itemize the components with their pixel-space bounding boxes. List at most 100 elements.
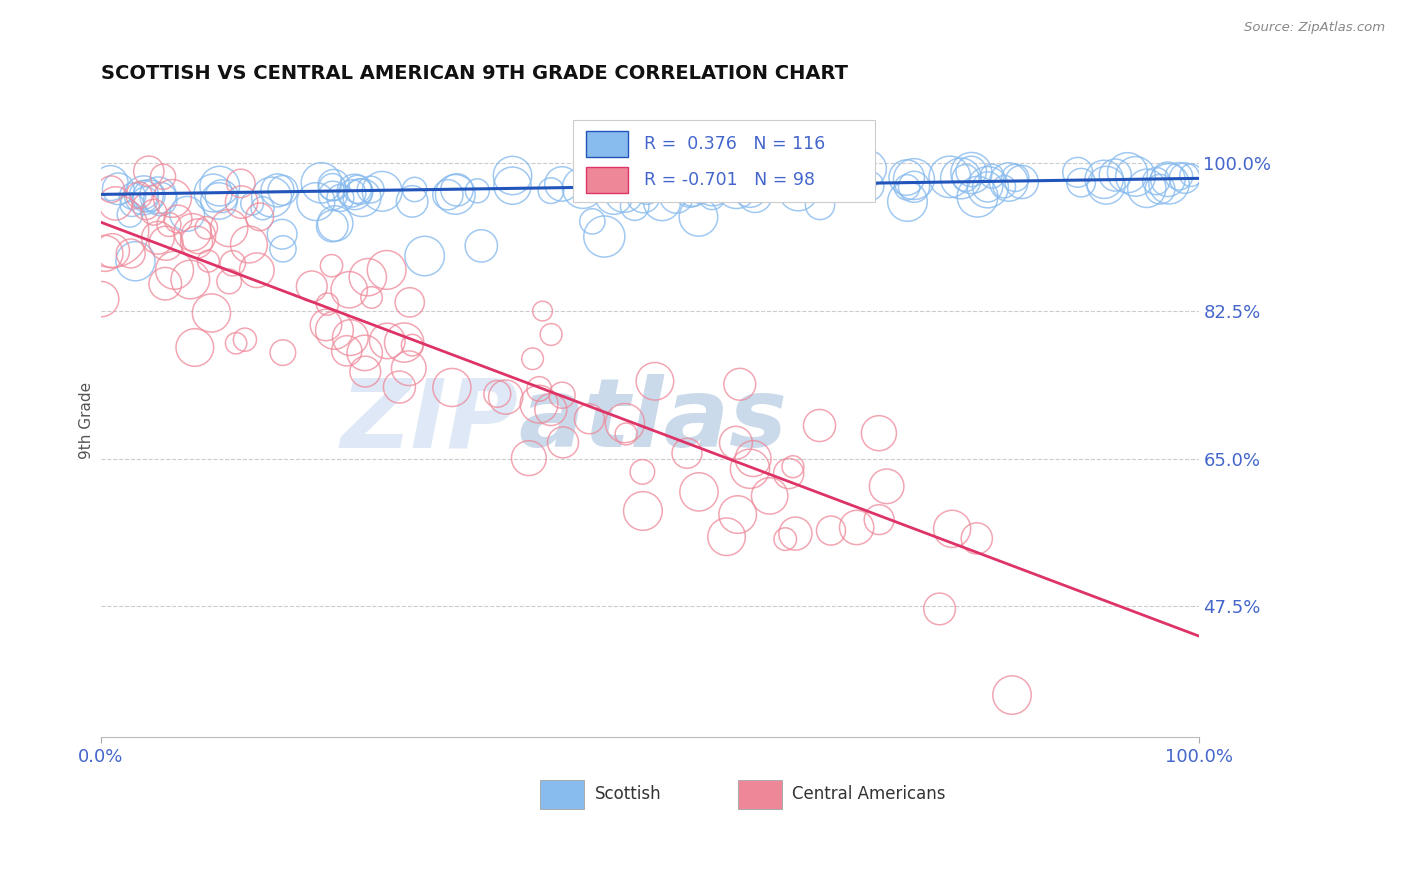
Point [966, 190, 988, 204]
Point [1136, 181, 1159, 195]
Point [785, 526, 807, 541]
Point [413, 249, 436, 263]
Point [444, 187, 467, 202]
Point [266, 183, 288, 197]
Point [540, 327, 562, 342]
Point [437, 187, 460, 202]
Point [155, 277, 177, 291]
Point [339, 330, 361, 344]
Point [1092, 172, 1115, 186]
Point [401, 338, 423, 352]
Point [340, 186, 363, 201]
Point [727, 508, 749, 522]
Point [652, 179, 675, 194]
Point [808, 198, 831, 212]
Point [121, 189, 143, 203]
Point [184, 341, 207, 355]
Point [856, 161, 879, 176]
Point [240, 196, 263, 211]
Point [94, 246, 117, 260]
Point [725, 181, 748, 195]
Point [1116, 166, 1139, 180]
Point [960, 164, 983, 178]
Point [700, 190, 723, 204]
Point [527, 397, 550, 411]
Point [522, 351, 544, 366]
Point [682, 182, 704, 196]
Point [167, 212, 190, 227]
Point [938, 169, 960, 184]
Point [551, 435, 574, 450]
Text: SCOTTISH VS CENTRAL AMERICAN 9TH GRADE CORRELATION CHART: SCOTTISH VS CENTRAL AMERICAN 9TH GRADE C… [101, 64, 848, 83]
Point [337, 283, 360, 297]
Point [740, 182, 762, 196]
Point [360, 182, 382, 196]
Point [613, 416, 636, 430]
Point [155, 236, 177, 251]
Point [392, 335, 415, 350]
Text: ZIP: ZIP [340, 374, 517, 467]
Point [350, 191, 373, 205]
Point [336, 343, 359, 358]
Point [187, 229, 209, 244]
Point [744, 188, 766, 202]
Point [132, 188, 155, 202]
Point [446, 183, 468, 197]
Point [993, 179, 1015, 194]
Point [603, 188, 626, 202]
Bar [738, 780, 782, 808]
Point [702, 181, 724, 195]
Point [665, 189, 688, 203]
Point [120, 246, 142, 260]
Point [997, 175, 1019, 189]
Point [1066, 165, 1088, 179]
Point [305, 194, 328, 209]
Text: atlas: atlas [517, 374, 787, 467]
Point [1125, 169, 1147, 184]
Point [135, 199, 157, 213]
Point [322, 178, 344, 193]
Point [90, 292, 112, 306]
Bar [540, 780, 583, 808]
Point [1157, 172, 1180, 186]
Point [688, 484, 710, 499]
Point [960, 166, 983, 180]
Bar [586, 130, 628, 157]
Text: R = -0.701   N = 98: R = -0.701 N = 98 [644, 171, 815, 189]
Point [371, 184, 394, 198]
Point [551, 177, 574, 191]
Point [249, 210, 271, 224]
Point [527, 382, 550, 396]
Point [157, 218, 180, 232]
Point [146, 231, 169, 245]
Point [100, 176, 122, 190]
Text: Scottish: Scottish [595, 785, 662, 804]
Point [976, 180, 998, 194]
Point [977, 180, 1000, 194]
Point [260, 190, 283, 204]
Point [758, 489, 780, 503]
Point [354, 365, 377, 379]
Point [605, 173, 627, 187]
Point [162, 191, 184, 205]
Point [301, 279, 323, 293]
Point [955, 171, 977, 186]
Point [966, 532, 988, 546]
Point [375, 334, 398, 348]
Point [202, 186, 225, 200]
Point [724, 435, 747, 450]
Point [233, 333, 256, 347]
Point [138, 188, 160, 202]
Point [316, 297, 339, 311]
Point [581, 214, 603, 228]
Point [720, 176, 742, 190]
Point [679, 185, 702, 199]
Point [896, 194, 918, 209]
Point [104, 196, 127, 211]
Point [644, 374, 666, 388]
Point [502, 178, 524, 193]
Point [845, 520, 868, 534]
Point [142, 205, 165, 219]
Point [329, 191, 352, 205]
Point [949, 171, 972, 186]
